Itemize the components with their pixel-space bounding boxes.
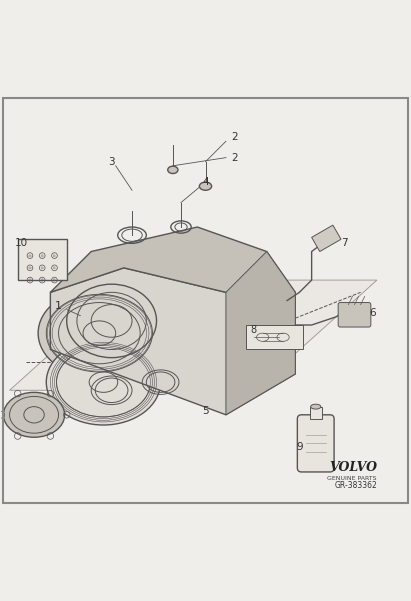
Text: 1: 1 <box>55 300 81 316</box>
Ellipse shape <box>3 392 65 438</box>
Ellipse shape <box>168 166 178 174</box>
Polygon shape <box>51 227 296 292</box>
Text: 2: 2 <box>231 132 238 142</box>
Text: 9: 9 <box>296 442 303 453</box>
Bar <box>312 225 341 251</box>
Polygon shape <box>226 251 296 415</box>
Text: 6: 6 <box>369 308 376 318</box>
Ellipse shape <box>46 340 161 425</box>
Bar <box>309 407 322 419</box>
Text: 5: 5 <box>202 406 209 416</box>
Polygon shape <box>51 268 296 415</box>
Text: 7: 7 <box>341 239 348 248</box>
Text: VOLVO: VOLVO <box>329 462 377 474</box>
Ellipse shape <box>311 404 321 409</box>
FancyBboxPatch shape <box>297 415 334 472</box>
Ellipse shape <box>189 333 263 390</box>
Text: GENUINE PARTS: GENUINE PARTS <box>328 475 377 481</box>
Ellipse shape <box>38 288 161 378</box>
Polygon shape <box>9 280 377 390</box>
Text: 2: 2 <box>231 153 238 163</box>
Text: 4: 4 <box>202 177 209 187</box>
Text: GR-383362: GR-383362 <box>334 481 377 490</box>
Ellipse shape <box>199 182 212 191</box>
Bar <box>246 325 303 350</box>
FancyBboxPatch shape <box>338 302 371 327</box>
Text: 10: 10 <box>15 239 28 248</box>
Bar <box>18 239 67 280</box>
Text: 3: 3 <box>108 157 115 166</box>
Text: 8: 8 <box>250 325 256 335</box>
